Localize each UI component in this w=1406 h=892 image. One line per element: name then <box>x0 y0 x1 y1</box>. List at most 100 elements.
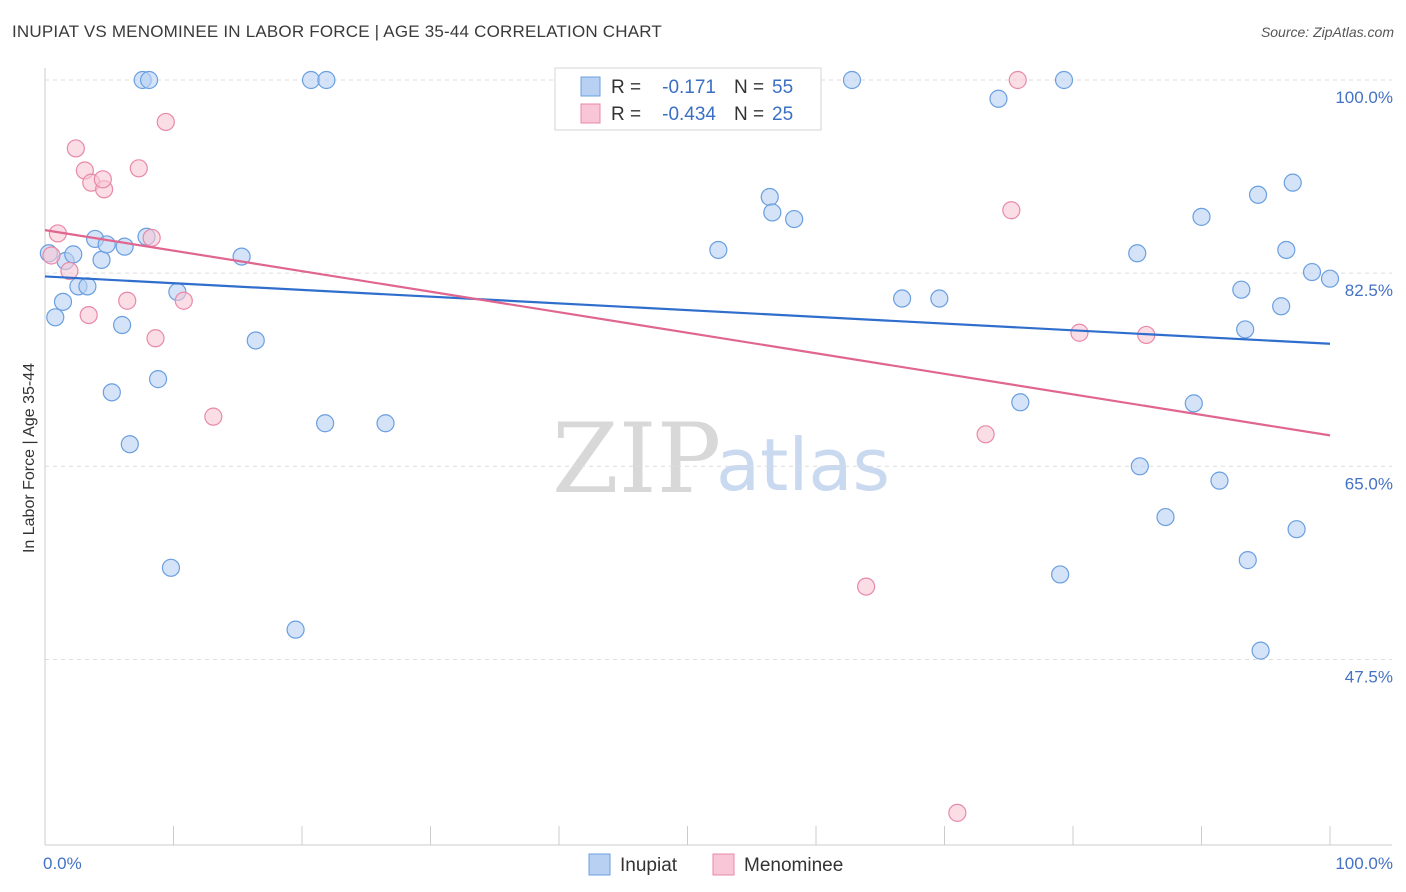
point-menominee-14 <box>174 291 193 310</box>
y-tick-label-0: 47.5% <box>1345 667 1393 686</box>
point-inupiat-38 <box>1128 244 1147 263</box>
point-inupiat-42 <box>1192 207 1211 226</box>
bottom-legend-label-menominee: Menominee <box>744 855 843 876</box>
bottom-legend-label-inupiat: Inupiat <box>620 855 678 876</box>
point-inupiat-10 <box>102 383 121 402</box>
x-tick-label-1: 100.0% <box>1335 854 1393 873</box>
point-menominee-17 <box>857 577 876 596</box>
point-inupiat-22 <box>286 620 305 639</box>
legend-n-value-menominee: 25 <box>772 104 793 125</box>
legend-r-label: R = <box>611 104 641 125</box>
series-inupiat-points <box>39 70 1340 660</box>
point-inupiat-18 <box>161 558 181 577</box>
y-tick-label-3: 100.0% <box>1335 88 1393 107</box>
point-menominee-12 <box>146 329 165 348</box>
trend-line-inupiat <box>44 275 1331 345</box>
legend-swatch-menominee <box>580 103 601 124</box>
point-inupiat-51 <box>1283 173 1302 192</box>
point-inupiat-17 <box>148 370 168 389</box>
point-inupiat-13 <box>120 435 139 454</box>
point-inupiat-37 <box>1051 565 1070 584</box>
point-menominee-22 <box>1070 323 1089 342</box>
x-tick-label-0: 0.0% <box>43 854 82 873</box>
point-inupiat-33 <box>930 289 949 308</box>
watermark: ZIP atlas <box>552 403 890 515</box>
y-tick-labels: 47.5% 65.0% 82.5% 100.0% <box>1335 88 1393 686</box>
point-inupiat-39 <box>1130 457 1149 476</box>
point-inupiat-26 <box>376 414 395 433</box>
point-inupiat-52 <box>1287 520 1306 539</box>
legend-n-label: N = <box>734 77 764 98</box>
point-inupiat-21 <box>246 331 265 350</box>
point-inupiat-54 <box>1320 269 1340 288</box>
y-tick-label-2: 82.5% <box>1345 281 1393 300</box>
point-inupiat-11 <box>112 315 132 335</box>
point-inupiat-25 <box>317 70 336 90</box>
point-menominee-15 <box>204 407 223 426</box>
point-inupiat-40 <box>1156 507 1175 527</box>
point-menominee-10 <box>129 159 148 178</box>
legend-r-value-menominee: -0.434 <box>662 104 716 125</box>
x-tick-labels: 0.0% 100.0% <box>43 854 1393 873</box>
series-menominee-points <box>42 70 1156 822</box>
source-note: Source: ZipAtlas.com <box>1260 24 1394 40</box>
point-inupiat-41 <box>1184 394 1203 413</box>
point-inupiat-46 <box>1238 551 1257 570</box>
watermark-zip: ZIP <box>552 403 721 515</box>
watermark-atlas: atlas <box>716 423 890 507</box>
point-inupiat-31 <box>842 70 862 90</box>
legend: R = -0.171 N = 55 R = -0.434 N = 25 <box>554 67 822 131</box>
point-inupiat-6 <box>78 277 97 296</box>
point-inupiat-2 <box>53 292 73 311</box>
point-inupiat-24 <box>316 414 335 433</box>
point-menominee-0 <box>42 246 61 265</box>
point-inupiat-12 <box>115 237 134 256</box>
trend-line-menominee <box>44 229 1331 437</box>
legend-n-label: N = <box>734 104 764 125</box>
point-inupiat-27 <box>709 240 728 260</box>
legend-swatch-inupiat <box>580 76 601 97</box>
point-inupiat-1 <box>46 308 65 327</box>
point-menominee-3 <box>66 139 85 158</box>
point-inupiat-30 <box>785 209 804 229</box>
axes <box>44 68 1392 846</box>
point-inupiat-35 <box>1011 393 1030 412</box>
bottom-legend: Inupiat Menominee <box>588 853 843 876</box>
point-menominee-5 <box>79 305 98 325</box>
point-inupiat-43 <box>1210 471 1229 490</box>
point-menominee-13 <box>156 112 175 132</box>
point-menominee-21 <box>1008 70 1027 90</box>
point-inupiat-16 <box>139 70 159 90</box>
legend-r-label: R = <box>611 77 641 98</box>
point-inupiat-29 <box>763 203 782 222</box>
point-inupiat-4 <box>64 245 83 264</box>
point-inupiat-44 <box>1232 280 1251 299</box>
chart-title: INUPIAT VS MENOMINEE IN LABOR FORCE | AG… <box>12 22 663 41</box>
legend-n-value-inupiat: 55 <box>772 77 793 98</box>
legend-r-value-inupiat: -0.171 <box>662 77 716 98</box>
y-tick-label-1: 65.0% <box>1345 474 1393 493</box>
point-inupiat-34 <box>989 89 1008 108</box>
point-inupiat-8 <box>92 250 111 270</box>
point-menominee-2 <box>60 261 79 281</box>
point-inupiat-49 <box>1272 297 1291 316</box>
point-inupiat-47 <box>1248 185 1268 204</box>
point-menominee-8 <box>93 170 112 189</box>
bottom-legend-swatch-inupiat <box>588 853 611 876</box>
trend-lines <box>44 229 1331 437</box>
point-menominee-20 <box>1002 201 1021 220</box>
point-inupiat-53 <box>1302 262 1322 282</box>
point-inupiat-50 <box>1277 240 1296 260</box>
gridlines <box>45 79 1392 660</box>
bottom-legend-swatch-menominee <box>712 853 735 876</box>
point-inupiat-23 <box>301 70 321 90</box>
point-menominee-19 <box>976 425 995 444</box>
point-inupiat-48 <box>1251 641 1270 660</box>
point-inupiat-32 <box>892 289 912 308</box>
point-inupiat-45 <box>1236 320 1255 339</box>
point-menominee-18 <box>948 803 967 822</box>
point-inupiat-36 <box>1054 70 1074 90</box>
point-menominee-11 <box>142 228 161 247</box>
point-inupiat-28 <box>760 187 779 207</box>
